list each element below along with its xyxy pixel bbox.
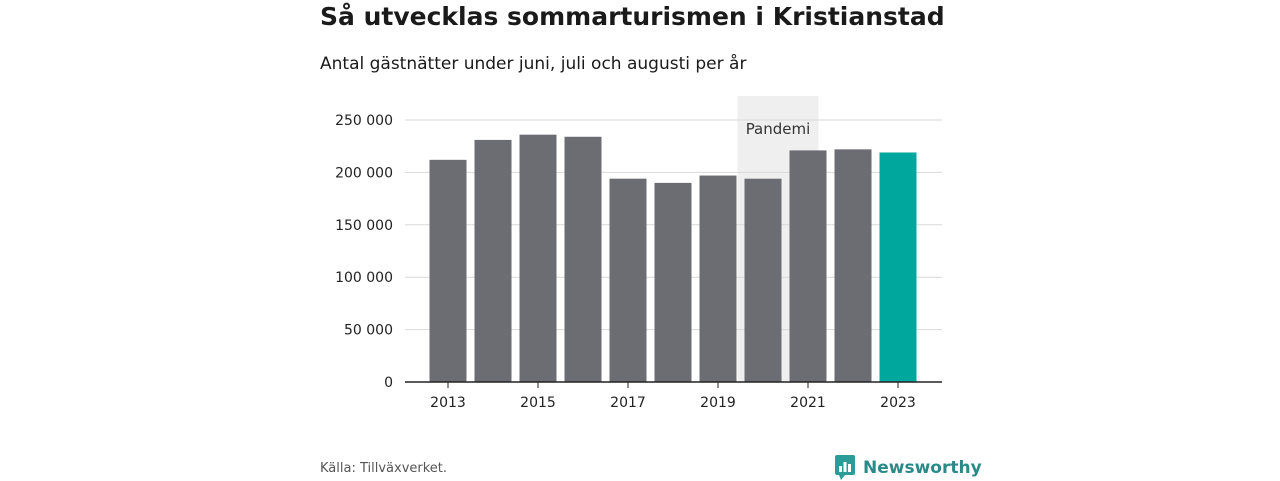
chart-subtitle: Antal gästnätter under juni, juli och au… <box>320 54 747 74</box>
bar <box>474 139 512 382</box>
annotation-label: Pandemi <box>746 120 811 138</box>
x-tick-label: 2021 <box>790 395 826 411</box>
x-tick-label: 2015 <box>520 395 556 411</box>
chart-title: Så utvecklas sommarturismen i Kristianst… <box>320 2 945 31</box>
bar <box>744 178 782 382</box>
y-tick-label: 100 000 <box>335 270 393 286</box>
y-tick-label: 250 000 <box>335 113 393 129</box>
bar <box>429 159 467 382</box>
bar-chart: 0 50 000 100 000 150 000 200 000 250 000 Pande… <box>335 96 942 411</box>
bar <box>609 178 647 382</box>
bar <box>879 152 917 382</box>
x-tick-label: 2013 <box>430 395 466 411</box>
bar <box>654 182 692 382</box>
bar <box>699 175 737 382</box>
y-tick-label: 200 000 <box>335 165 393 181</box>
bar <box>564 136 602 382</box>
y-tick-label: 50 000 <box>344 323 393 339</box>
x-tick-label: 2023 <box>880 395 916 411</box>
brand-logo: Newsworthy <box>835 455 982 481</box>
bar <box>519 134 557 382</box>
bar <box>789 150 827 382</box>
x-tick-label: 2019 <box>700 395 736 411</box>
y-tick-label: 0 <box>384 375 393 391</box>
bar <box>834 149 872 382</box>
x-tick-label: 2017 <box>610 395 646 411</box>
bar-chart-logo-icon <box>835 455 855 480</box>
source-note: Källa: Tillväxverket. <box>320 461 448 476</box>
y-tick-label: 150 000 <box>335 218 393 234</box>
brand-name: Newsworthy <box>863 458 982 478</box>
